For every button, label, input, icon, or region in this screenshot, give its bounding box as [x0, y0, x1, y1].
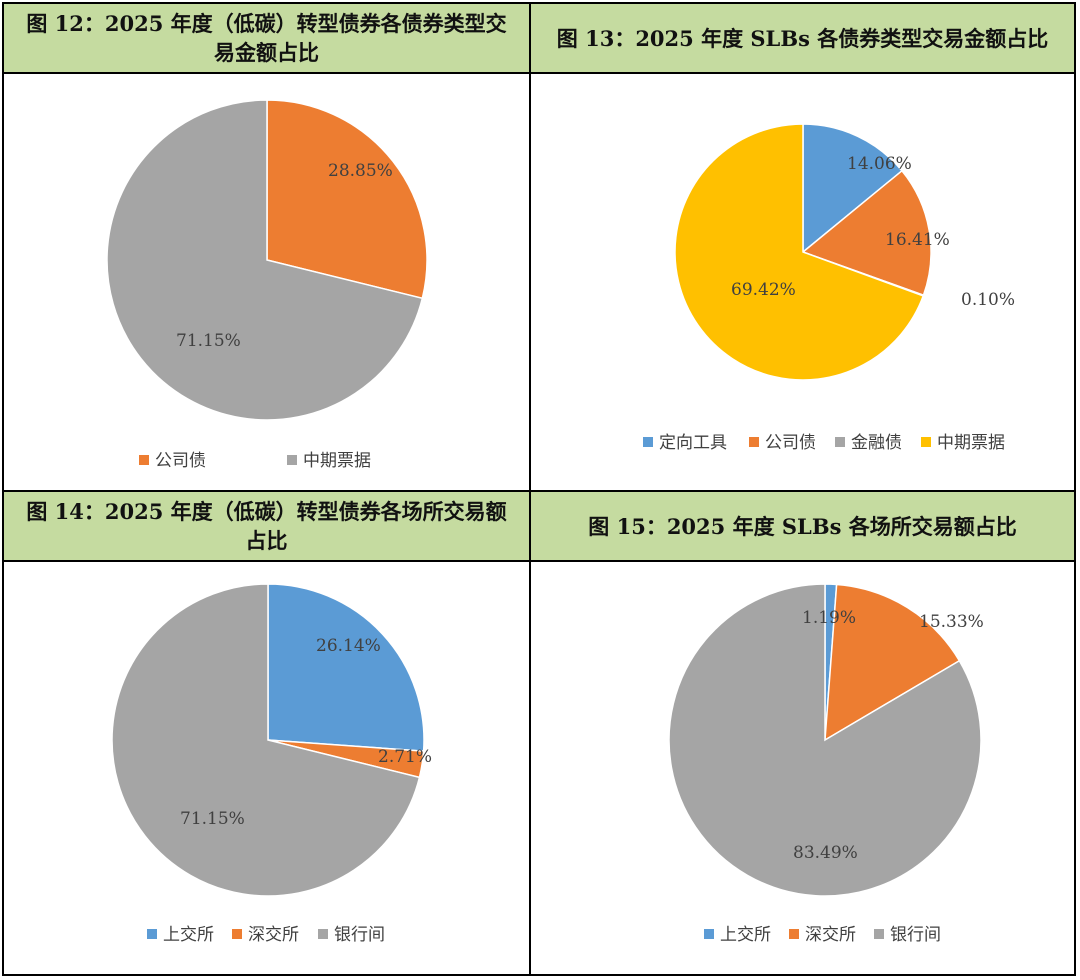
panel-1-slice-1: [266, 99, 428, 300]
panel-3-legend-swatch-1: [147, 929, 157, 939]
panel-4-legend-label-2: 深交所: [805, 925, 856, 945]
panel-1-data-label-2: 71.15%: [176, 331, 241, 351]
panel-3-legend-label-3: 银行间: [334, 925, 385, 945]
panel-2-slice-2: [801, 169, 932, 297]
panel-2-slice-1: [802, 123, 903, 254]
panel-3-legend-swatch-2: [232, 929, 242, 939]
panel-2-legend-label-2: 公司债: [765, 433, 816, 453]
panel-2-title: 图 13：2025 年度 SLBs 各债券类型交易金额占比: [531, 4, 1074, 72]
panel-3-slice-1: [267, 583, 425, 752]
panel-1-legend-label-1: 公司债: [155, 451, 206, 471]
grid-divider-vertical: [529, 4, 531, 974]
panel-2-legend-label-3: 金融债: [851, 433, 902, 453]
panel-4-data-label-3: 83.49%: [793, 843, 858, 863]
panel-1-legend-swatch-2: [287, 455, 297, 465]
panel-1-data-label-1: 28.85%: [328, 161, 393, 181]
panel-4-data-label-1: 1.19%: [802, 608, 856, 628]
panel-3-data-label-1: 26.14%: [316, 636, 381, 656]
panel-3-chart: 26.14% 2.71% 71.15% 上交所 深交所 银行间: [111, 583, 432, 945]
panel-1-slice-2: [106, 99, 424, 421]
panel-2-slice-4: [674, 123, 925, 381]
panel-3-data-label-3: 71.15%: [180, 809, 245, 829]
panel-1-chart: 28.85% 71.15% 公司债 中期票据: [106, 99, 428, 471]
panel-3-legend-label-1: 上交所: [163, 925, 214, 945]
panel-3-title-text: 图 14：2025 年度（低碳）转型债券各场所交易额占比: [26, 499, 507, 553]
panel-2-legend-label-4: 中期票据: [937, 433, 1005, 453]
grid-divider-middle: [4, 490, 1074, 492]
panel-2-data-label-1: 14.06%: [847, 154, 912, 174]
panel-4-legend-label-1: 上交所: [720, 925, 771, 945]
panel-2-title-text: 图 13：2025 年度 SLBs 各债券类型交易金额占比: [556, 25, 1049, 51]
panel-3-legend-label-2: 深交所: [248, 925, 299, 945]
grid-divider-header-1: [4, 72, 1074, 74]
panel-2-legend-swatch-2: [749, 437, 759, 447]
panel-2-legend-swatch-4: [921, 437, 931, 447]
panel-2-chart: 14.06% 16.41% 0.10% 69.42% 定向工具 公司债 金融债 中期票据: [643, 123, 1015, 453]
panel-4-title-text: 图 15：2025 年度 SLBs 各场所交易额占比: [588, 513, 1017, 539]
panel-4-title: 图 15：2025 年度 SLBs 各场所交易额占比: [531, 492, 1074, 560]
panel-4-legend-label-3: 银行间: [890, 925, 941, 945]
panel-4-legend-swatch-3: [874, 929, 884, 939]
panel-3-slice-3: [111, 583, 421, 897]
panel-2-legend-swatch-3: [835, 437, 845, 447]
panel-2-data-label-4: 69.42%: [731, 280, 796, 300]
panel-4-chart: 1.19% 15.33% 83.49% 上交所 深交所 银行间: [668, 583, 984, 945]
panel-2-data-label-3: 0.10%: [961, 290, 1015, 310]
panel-4-legend-swatch-2: [789, 929, 799, 939]
panel-4-legend-swatch-1: [704, 929, 714, 939]
panel-3-legend-swatch-3: [318, 929, 328, 939]
panel-1-legend-label-2: 中期票据: [303, 451, 371, 471]
panel-4-data-label-2: 15.33%: [919, 612, 984, 632]
panel-2-data-label-2: 16.41%: [885, 230, 950, 250]
panel-2-legend-swatch-1: [643, 437, 653, 447]
panel-4-slice-2: [824, 583, 961, 742]
panel-1-legend-swatch-1: [139, 455, 149, 465]
grid-divider-header-2: [4, 560, 1074, 562]
panel-1-title-text: 图 12：2025 年度（低碳）转型债券各债券类型交易金额占比: [26, 11, 507, 65]
panel-2-legend-label-1: 定向工具: [659, 433, 727, 453]
panel-3-data-label-2: 2.71%: [378, 747, 432, 767]
panel-1-title: 图 12：2025 年度（低碳）转型债券各债券类型交易金额占比: [4, 4, 529, 72]
panel-3-title: 图 14：2025 年度（低碳）转型债券各场所交易额占比: [4, 492, 529, 560]
panel-4-slice-3: [668, 583, 982, 897]
